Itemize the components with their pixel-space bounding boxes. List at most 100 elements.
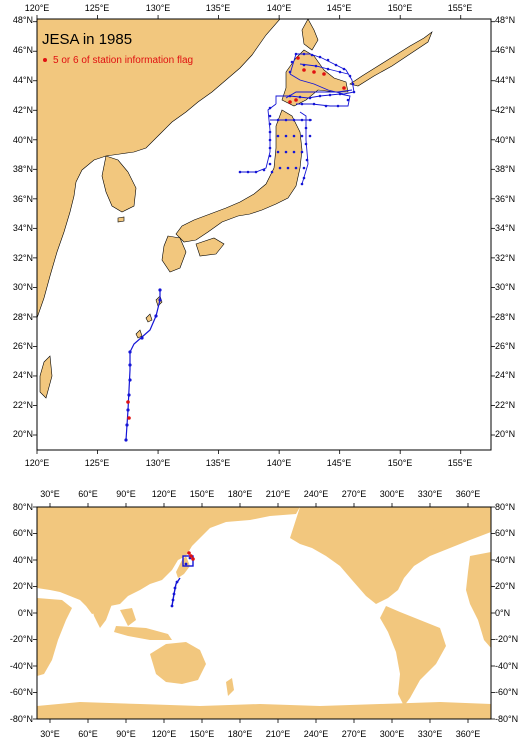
lat-label: 44°N xyxy=(13,75,33,85)
taiwan xyxy=(39,355,53,399)
regional-lon-labels-bottom: 120°E 125°E 130°E 135°E 140°E 145°E 150°… xyxy=(25,458,473,468)
station xyxy=(158,288,162,292)
lat-label: 46°N xyxy=(495,45,515,55)
lon-label: 90°E xyxy=(116,729,136,739)
lon-label: 155°E xyxy=(448,3,473,13)
station xyxy=(128,378,132,382)
station xyxy=(154,314,158,318)
station xyxy=(158,298,162,302)
australia xyxy=(150,642,206,684)
shikoku xyxy=(195,237,225,257)
global-lat-labels-right: -80°N -60°N -40°N -20°N 0°N 20°N 40°N 60… xyxy=(495,502,518,724)
lat-label: 28°N xyxy=(495,312,515,322)
lon-label: 130°E xyxy=(146,3,171,13)
lat-label: 0°N xyxy=(495,608,510,618)
lon-label: 90°E xyxy=(116,489,136,499)
lon-label: 360°E xyxy=(456,489,481,499)
kuril-islands xyxy=(349,31,433,87)
lat-label: 0°N xyxy=(18,608,33,618)
global-lat-labels-left: -80°N -60°N -40°N -20°N 0°N 20°N 40°N 60… xyxy=(10,502,33,724)
lat-label: 30°N xyxy=(13,282,33,292)
lon-label: 30°E xyxy=(40,729,60,739)
lon-label: 125°E xyxy=(85,458,110,468)
regional-map: JESA in 1985 5 or 6 of station informati… xyxy=(13,3,515,468)
lon-label: 150°E xyxy=(388,458,413,468)
track-segment xyxy=(289,53,355,95)
lon-label: 300°E xyxy=(380,729,405,739)
station xyxy=(124,438,128,442)
lat-label: 80°N xyxy=(13,502,33,512)
global-track xyxy=(170,551,195,608)
station xyxy=(126,408,130,412)
lat-label: 42°N xyxy=(495,105,515,115)
lon-label: 150°E xyxy=(190,729,215,739)
lat-label: 22°N xyxy=(495,400,515,410)
station xyxy=(125,423,129,427)
lon-label: 145°E xyxy=(327,458,352,468)
lat-label: 20°N xyxy=(495,429,515,439)
lon-label: 60°E xyxy=(78,489,98,499)
lon-label: 240°E xyxy=(304,729,329,739)
global-stations xyxy=(170,555,194,608)
global-lon-labels-top: 30°E 60°E 90°E 120°E 150°E 180°E 210°E 2… xyxy=(40,489,480,499)
lon-label: 135°E xyxy=(206,458,231,468)
indonesia xyxy=(114,608,172,640)
lon-label: 270°E xyxy=(342,729,367,739)
jeju xyxy=(117,216,125,223)
lon-label: 140°E xyxy=(267,458,292,468)
flagged-station xyxy=(288,100,292,104)
lon-label: 60°E xyxy=(78,729,98,739)
station xyxy=(128,350,132,354)
africa xyxy=(37,598,72,676)
lon-label: 125°E xyxy=(85,3,110,13)
south-america xyxy=(380,606,446,706)
regional-frame xyxy=(36,18,492,451)
kuroshio-stations xyxy=(124,288,162,442)
lat-label: 80°N xyxy=(495,502,515,512)
lon-label: 180°E xyxy=(228,489,253,499)
lat-label: -60°N xyxy=(495,687,518,697)
lon-label: 120°E xyxy=(25,458,50,468)
ryukyu-islands xyxy=(135,295,163,339)
station xyxy=(128,363,132,367)
lat-label: 26°N xyxy=(495,341,515,351)
lat-label: 60°N xyxy=(495,528,515,538)
new-zealand xyxy=(226,678,234,696)
global-map: 30°E 60°E 90°E 120°E 150°E 180°E 210°E 2… xyxy=(10,489,518,739)
lat-label: 48°N xyxy=(495,15,515,25)
hokkaido-flagged xyxy=(288,56,346,104)
lon-label: 210°E xyxy=(266,729,291,739)
lat-label: 42°N xyxy=(13,105,33,115)
lat-label: 32°N xyxy=(13,253,33,263)
flagged-station xyxy=(322,72,326,76)
asia-mainland xyxy=(37,19,281,319)
lat-label: 38°N xyxy=(13,164,33,174)
lon-label: 30°E xyxy=(40,489,60,499)
global-land xyxy=(37,507,491,719)
flagged-station xyxy=(296,56,300,60)
lat-label: 30°N xyxy=(495,282,515,292)
sakhalin xyxy=(301,19,319,51)
hokkaido-stations xyxy=(288,52,356,94)
lon-label: 360°E xyxy=(456,729,481,739)
greenland xyxy=(420,507,470,536)
india xyxy=(90,600,112,628)
lat-label: 34°N xyxy=(13,223,33,233)
lon-label: 120°E xyxy=(152,489,177,499)
lat-label: 40°N xyxy=(13,555,33,565)
lat-label: -60°N xyxy=(10,687,33,697)
lat-label: 46°N xyxy=(13,45,33,55)
global-tick-marks xyxy=(33,503,495,723)
lon-label: 135°E xyxy=(206,3,231,13)
track-segment xyxy=(285,89,353,99)
lon-label: 155°E xyxy=(448,458,473,468)
lat-label: -40°N xyxy=(10,661,33,671)
flagged-station xyxy=(312,70,316,74)
lat-label: 20°N xyxy=(495,581,515,591)
lat-label: 44°N xyxy=(495,75,515,85)
lat-label: 36°N xyxy=(13,194,33,204)
lat-label: -20°N xyxy=(495,634,518,644)
antarctica xyxy=(37,702,491,719)
station xyxy=(127,393,131,397)
